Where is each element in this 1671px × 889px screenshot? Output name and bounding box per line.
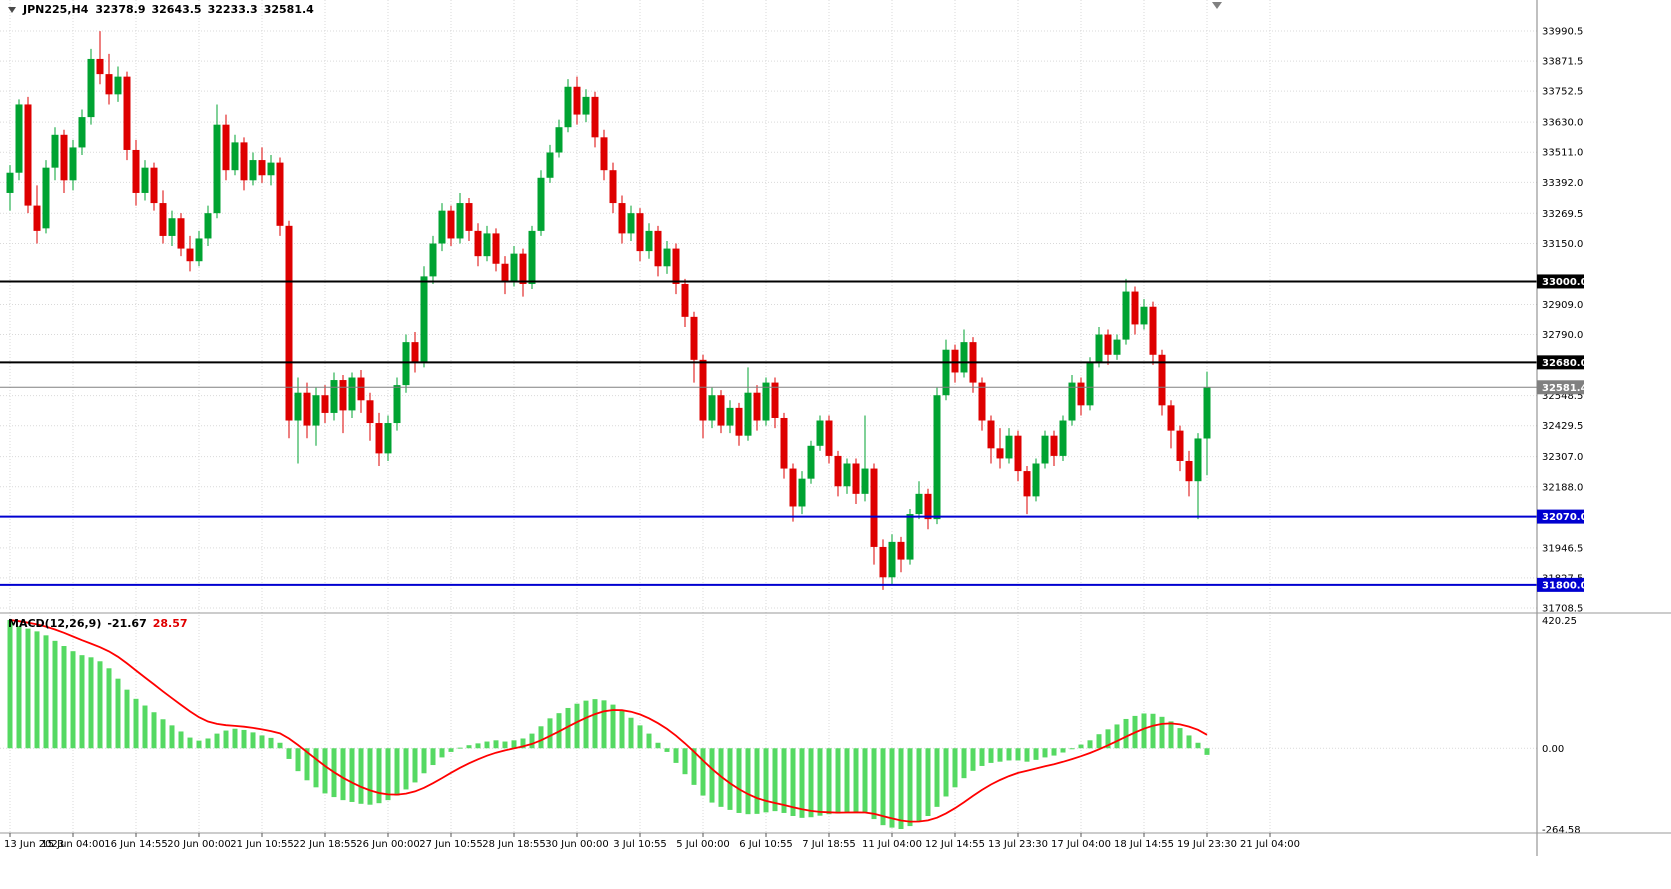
svg-text:33871.5: 33871.5 (1542, 57, 1583, 68)
svg-text:26 Jun 00:00: 26 Jun 00:00 (356, 839, 420, 850)
macd-indicator-pane (7, 619, 1210, 829)
svg-text:20 Jun 00:00: 20 Jun 00:00 (167, 839, 231, 850)
indicator-name-label: MACD(12,26,9) (8, 617, 102, 630)
svg-text:21 Jun 10:55: 21 Jun 10:55 (230, 839, 294, 850)
svg-text:22 Jun 18:55: 22 Jun 18:55 (293, 839, 357, 850)
svg-text:32070.0: 32070.0 (1542, 512, 1588, 523)
svg-text:0.00: 0.00 (1542, 744, 1564, 755)
svg-text:32429.5: 32429.5 (1542, 421, 1583, 432)
svg-text:-264.58: -264.58 (1542, 825, 1581, 836)
low-value: 32233.3 (207, 3, 258, 16)
svg-text:13 Jul 23:30: 13 Jul 23:30 (988, 839, 1048, 850)
svg-text:32307.0: 32307.0 (1542, 452, 1583, 463)
svg-text:3 Jul 10:55: 3 Jul 10:55 (613, 839, 667, 850)
ohlc-readout: 32378.9 32643.5 32233.3 32581.4 (95, 3, 313, 16)
svg-text:31800.0: 31800.0 (1542, 580, 1588, 591)
svg-text:7 Jul 18:55: 7 Jul 18:55 (802, 839, 856, 850)
high-value: 32643.5 (151, 3, 202, 16)
svg-text:27 Jun 10:55: 27 Jun 10:55 (419, 839, 483, 850)
svg-text:17 Jul 04:00: 17 Jul 04:00 (1051, 839, 1111, 850)
svg-text:32581.4: 32581.4 (1542, 383, 1588, 394)
chart-title: JPN225,H4 32378.9 32643.5 32233.3 32581.… (8, 3, 314, 16)
svg-text:21 Jul 04:00: 21 Jul 04:00 (1240, 839, 1300, 850)
svg-text:6 Jul 10:55: 6 Jul 10:55 (739, 839, 793, 850)
svg-text:30 Jun 00:00: 30 Jun 00:00 (545, 839, 609, 850)
svg-text:420.25: 420.25 (1542, 616, 1577, 627)
horizontal-level-lines[interactable] (0, 280, 1537, 586)
svg-text:28 Jun 18:55: 28 Jun 18:55 (482, 839, 546, 850)
open-value: 32378.9 (95, 3, 146, 16)
svg-text:33990.5: 33990.5 (1542, 27, 1583, 38)
svg-text:33269.5: 33269.5 (1542, 209, 1583, 220)
svg-text:33000.0: 33000.0 (1542, 277, 1588, 288)
svg-text:18 Jul 14:55: 18 Jul 14:55 (1114, 839, 1174, 850)
svg-text:13 Jun 2023: 13 Jun 2023 (4, 839, 64, 850)
svg-text:11 Jul 04:00: 11 Jul 04:00 (862, 839, 922, 850)
svg-text:15 Jun 04:00: 15 Jun 04:00 (41, 839, 105, 850)
price-axis-scale[interactable]: 33990.5 33871.5 33752.5 33630.0 33511.0 33392… (1536, 0, 1671, 856)
svg-text:33752.5: 33752.5 (1542, 87, 1583, 98)
svg-text:31708.5: 31708.5 (1542, 604, 1583, 615)
indicator-title: MACD(12,26,9) -21.67 28.57 (8, 617, 188, 630)
svg-text:31946.5: 31946.5 (1542, 543, 1583, 554)
svg-text:32548.5: 32548.5 (1542, 391, 1583, 402)
symbol-timeframe-label: JPN225,H4 (23, 3, 89, 16)
svg-text:5 Jul 00:00: 5 Jul 00:00 (676, 839, 730, 850)
svg-text:33150.0: 33150.0 (1542, 239, 1583, 250)
svg-text:32909.0: 32909.0 (1542, 300, 1583, 311)
svg-text:19 Jul 23:30: 19 Jul 23:30 (1177, 839, 1237, 850)
indicator-signal-value: 28.57 (152, 617, 188, 630)
svg-text:33630.0: 33630.0 (1542, 118, 1583, 129)
svg-text:16 Jun 14:55: 16 Jun 14:55 (104, 839, 168, 850)
svg-text:12 Jul 14:55: 12 Jul 14:55 (925, 839, 985, 850)
indicator-main-value: -21.67 (107, 617, 147, 630)
close-value: 32581.4 (263, 3, 314, 16)
symbol-marker-icon (8, 6, 16, 13)
svg-text:33392.0: 33392.0 (1542, 178, 1583, 189)
svg-text:32790.0: 32790.0 (1542, 330, 1583, 341)
svg-text:33511.0: 33511.0 (1542, 148, 1583, 159)
svg-text:32680.0: 32680.0 (1542, 358, 1588, 369)
shift-marker-icon (1212, 2, 1222, 9)
svg-text:32188.0: 32188.0 (1542, 482, 1583, 493)
candlestick-series (6, 31, 1211, 590)
